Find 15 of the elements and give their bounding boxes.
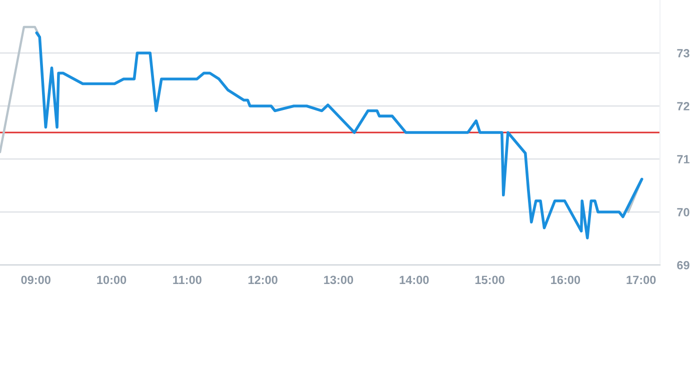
line-series	[35, 31, 644, 240]
x-tick-label: 09:00	[21, 276, 50, 284]
x-tick-label: 15:00	[475, 276, 504, 284]
x-tick-label: 14:00	[400, 276, 429, 284]
x-tick-label: 17:00	[626, 276, 656, 284]
x-tick-label: 12:00	[248, 276, 278, 284]
y-tick-label: 71	[677, 155, 690, 164]
y-tick-label: 69	[677, 261, 690, 270]
x-tick-label: 13:00	[324, 276, 354, 284]
x-tick-label: 10:00	[97, 276, 126, 284]
x-tick-label: 11:00	[173, 276, 202, 284]
y-tick-label: 72	[677, 102, 690, 110]
y-tick-label: 73	[677, 49, 690, 58]
y-tick-label: 70	[677, 208, 690, 216]
x-tick-label: 16:00	[551, 276, 580, 284]
